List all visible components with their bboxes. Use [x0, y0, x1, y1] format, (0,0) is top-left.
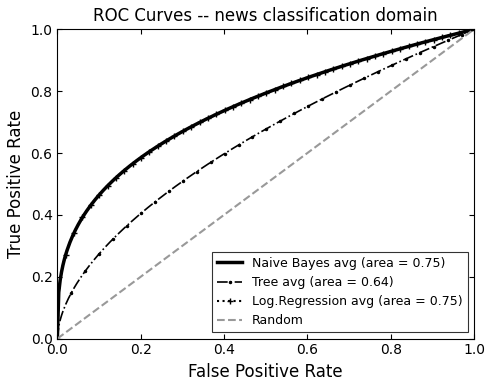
Log.Regression avg (area = 0.75): [405, 44, 411, 49]
Naive Bayes avg (area = 0.75): [301, 76, 307, 81]
Naive Bayes avg (area = 0.75): [55, 336, 61, 341]
Tree avg (area = 0.64): [432, 43, 438, 48]
Title: ROC Curves -- news classification domain: ROC Curves -- news classification domain: [93, 7, 438, 25]
Log.Regression avg (area = 0.75): [303, 76, 308, 81]
Random: [134, 277, 140, 282]
Log.Regression avg (area = 0.75): [471, 27, 477, 31]
Random: [55, 336, 61, 341]
Log.Regression avg (area = 0.75): [55, 336, 61, 341]
Legend: Naive Bayes avg (area = 0.75), Tree avg (area = 0.64), Log.Regression avg (area : Naive Bayes avg (area = 0.75), Tree avg …: [212, 252, 468, 333]
Y-axis label: True Positive Rate: True Positive Rate: [7, 110, 25, 258]
Tree avg (area = 0.64): [56, 324, 62, 328]
Naive Bayes avg (area = 0.75): [432, 37, 438, 42]
Random: [151, 265, 157, 269]
Log.Regression avg (area = 0.75): [432, 37, 438, 42]
Random: [471, 27, 477, 31]
Random: [437, 52, 443, 57]
Log.Regression avg (area = 0.75): [56, 290, 62, 295]
Tree avg (area = 0.64): [471, 27, 477, 31]
Random: [303, 152, 308, 157]
Random: [450, 43, 456, 47]
Naive Bayes avg (area = 0.75): [56, 290, 62, 295]
Naive Bayes avg (area = 0.75): [303, 76, 308, 81]
Naive Bayes avg (area = 0.75): [405, 44, 411, 49]
X-axis label: False Positive Rate: False Positive Rate: [188, 363, 343, 381]
Naive Bayes avg (area = 0.75): [309, 74, 315, 78]
Line: Random: Random: [58, 29, 474, 339]
Random: [269, 177, 275, 182]
Log.Regression avg (area = 0.75): [301, 76, 307, 81]
Line: Tree avg (area = 0.64): Tree avg (area = 0.64): [55, 27, 476, 341]
Line: Log.Regression avg (area = 0.75): Log.Regression avg (area = 0.75): [55, 26, 477, 341]
Line: Naive Bayes avg (area = 0.75): Naive Bayes avg (area = 0.75): [58, 29, 474, 339]
Naive Bayes avg (area = 0.75): [471, 27, 477, 31]
Tree avg (area = 0.64): [55, 336, 61, 341]
Tree avg (area = 0.64): [405, 55, 411, 60]
Tree avg (area = 0.64): [309, 102, 315, 106]
Tree avg (area = 0.64): [303, 105, 308, 110]
Tree avg (area = 0.64): [301, 106, 307, 111]
Log.Regression avg (area = 0.75): [309, 74, 315, 78]
